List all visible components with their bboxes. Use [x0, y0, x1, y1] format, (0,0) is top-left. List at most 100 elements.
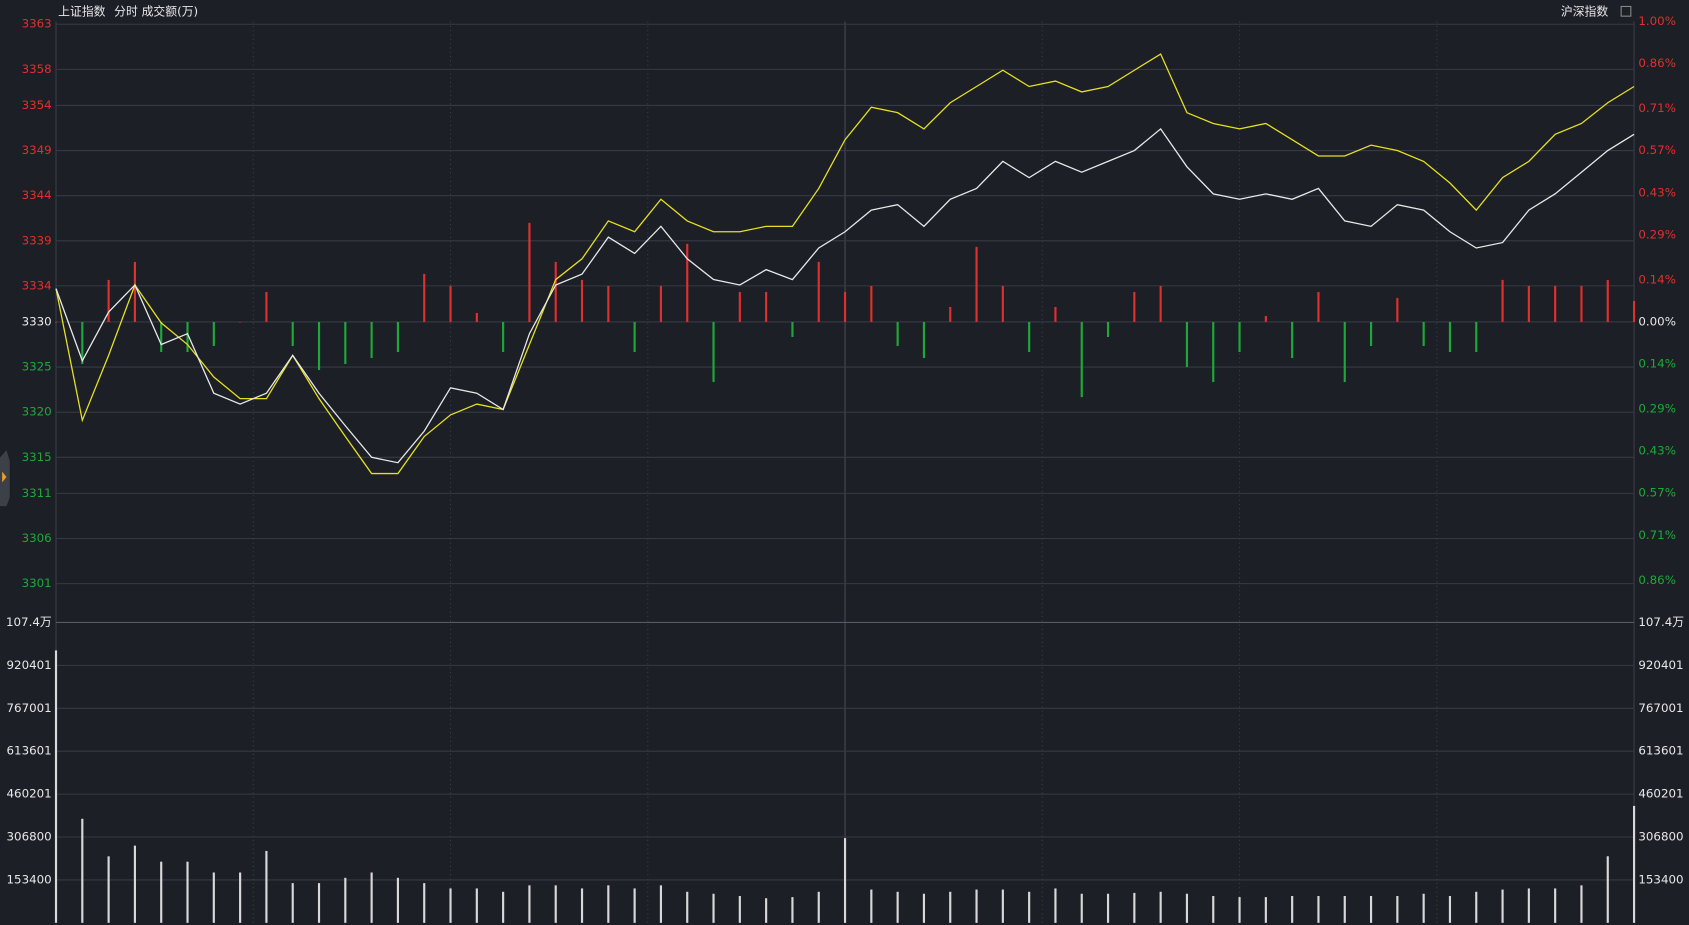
price-line	[55, 127, 1635, 464]
bar	[738, 291, 741, 322]
bar	[1080, 321, 1083, 398]
bar	[54, 650, 58, 923]
y-tick-label: 613601	[7, 744, 52, 758]
y-tick-label: 3315	[22, 450, 52, 464]
index-switch-label[interactable]: 沪深指数	[1561, 4, 1608, 18]
bar	[1133, 892, 1136, 923]
bar	[1291, 895, 1294, 923]
y2-tick-label: 0.71%	[1638, 101, 1676, 115]
bar	[817, 261, 820, 322]
y-tick-label: 460201	[7, 787, 52, 801]
bar	[1527, 285, 1530, 322]
bar	[317, 321, 321, 371]
y2-tick-label: 0.29%	[1638, 402, 1676, 416]
bar	[502, 321, 505, 353]
bar	[712, 893, 715, 923]
y-tick-label: 3363	[22, 17, 52, 31]
bar	[554, 885, 557, 923]
bar	[1291, 321, 1294, 359]
bar	[449, 888, 452, 923]
bar	[686, 243, 689, 322]
y2-tick-label: 0.71%	[1638, 528, 1676, 542]
bar	[738, 895, 741, 923]
bar	[949, 891, 952, 923]
bar	[1001, 285, 1004, 322]
y2-tick-label: 0.43%	[1638, 444, 1676, 458]
bar	[765, 291, 768, 322]
bar	[1054, 306, 1057, 322]
y-tick-label: 3330	[22, 314, 52, 328]
y-tick-label: 3339	[22, 233, 52, 247]
y-tick-label-right: 460201	[1638, 787, 1683, 801]
y-tick-label-right: 153400	[1638, 872, 1683, 886]
bar	[1396, 297, 1399, 322]
y-tick-label-right: 613601	[1638, 744, 1683, 758]
bar	[1448, 321, 1452, 353]
y-tick-label-right: 107.4万	[1638, 615, 1684, 629]
bar	[975, 889, 978, 923]
bar	[1475, 321, 1478, 353]
bar	[1369, 321, 1373, 347]
bar	[396, 321, 400, 353]
bar	[317, 883, 321, 923]
bar	[1238, 897, 1241, 923]
bar	[291, 321, 294, 347]
bar	[265, 291, 268, 322]
bar	[133, 845, 136, 923]
bar	[528, 222, 531, 322]
bar	[1212, 895, 1215, 923]
chart-title: 上证指数	[58, 4, 105, 18]
bar	[81, 321, 84, 365]
y-tick-label-right: 767001	[1638, 701, 1683, 715]
bar	[1527, 888, 1530, 923]
bar	[817, 891, 820, 923]
bar	[1475, 891, 1478, 923]
bar	[712, 321, 715, 383]
bar	[1001, 889, 1004, 923]
y2-tick-label: 1.00%	[1638, 14, 1676, 28]
y2-tick-label: 0.14%	[1638, 357, 1676, 371]
bar	[1185, 321, 1189, 368]
side-handle-arrow[interactable]	[2, 471, 7, 483]
bar	[107, 279, 110, 322]
bar	[291, 883, 294, 923]
y-tick-label: 920401	[7, 658, 52, 672]
bar	[186, 861, 189, 923]
y-tick-label-right: 306800	[1638, 830, 1683, 844]
bar	[975, 246, 978, 322]
y-tick-label: 3311	[22, 486, 52, 500]
y-tick-label: 153400	[7, 872, 52, 886]
bar	[1606, 856, 1609, 923]
time-grid	[252, 21, 1438, 923]
bar	[1159, 285, 1162, 322]
bar	[791, 321, 794, 337]
bar	[1106, 893, 1110, 923]
bar	[949, 306, 952, 322]
bar	[791, 897, 794, 923]
bar	[212, 321, 215, 347]
bar	[607, 285, 610, 322]
bar	[449, 285, 452, 322]
bar	[1317, 291, 1320, 322]
bar	[1133, 291, 1136, 322]
bar	[107, 856, 110, 923]
y2-tick-label: 0.00%	[1638, 314, 1676, 328]
bar	[1580, 285, 1583, 322]
bar	[475, 888, 478, 923]
bar	[1080, 893, 1083, 923]
bar	[1554, 285, 1557, 322]
y-tick-label: 3358	[22, 62, 52, 76]
bar	[633, 321, 636, 353]
bar	[1264, 315, 1267, 322]
bar	[870, 285, 873, 322]
y2-tick-label: 0.57%	[1638, 486, 1676, 500]
y-tick-label: 3349	[22, 143, 52, 157]
bar	[1448, 895, 1452, 923]
bar	[922, 321, 926, 359]
switch-icon[interactable]	[1620, 5, 1632, 17]
bar	[870, 889, 873, 923]
bar	[1054, 888, 1057, 923]
